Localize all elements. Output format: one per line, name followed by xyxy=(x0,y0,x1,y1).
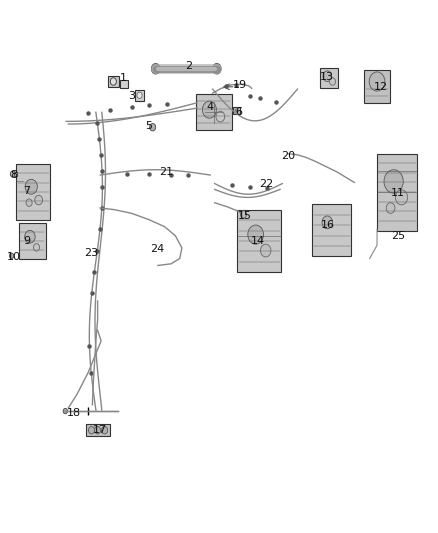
Circle shape xyxy=(63,408,67,414)
Circle shape xyxy=(33,244,39,251)
Circle shape xyxy=(11,171,15,177)
Bar xyxy=(135,90,145,101)
Circle shape xyxy=(396,190,408,205)
Circle shape xyxy=(323,71,332,82)
Bar xyxy=(16,164,50,220)
Circle shape xyxy=(88,426,95,434)
Bar xyxy=(364,70,390,103)
Text: 3: 3 xyxy=(128,91,135,101)
Text: 11: 11 xyxy=(391,188,405,198)
Circle shape xyxy=(384,169,403,193)
Text: 2: 2 xyxy=(185,61,192,70)
Text: 20: 20 xyxy=(281,151,295,161)
Text: 1: 1 xyxy=(120,73,127,83)
Bar xyxy=(85,424,110,436)
Text: 10: 10 xyxy=(7,252,21,262)
Bar xyxy=(120,80,128,88)
Text: 17: 17 xyxy=(93,425,107,435)
Bar xyxy=(18,223,46,259)
Circle shape xyxy=(35,195,42,205)
Circle shape xyxy=(212,63,221,74)
Bar xyxy=(377,154,417,231)
Text: 15: 15 xyxy=(238,211,252,221)
Text: 9: 9 xyxy=(23,236,31,246)
Circle shape xyxy=(386,203,395,213)
Circle shape xyxy=(26,199,32,206)
Bar xyxy=(320,68,338,88)
Text: 14: 14 xyxy=(251,236,265,246)
Text: 5: 5 xyxy=(146,121,152,131)
Text: 16: 16 xyxy=(321,220,335,230)
Text: 18: 18 xyxy=(67,408,81,418)
Circle shape xyxy=(329,78,336,85)
Text: 23: 23 xyxy=(85,248,99,258)
Circle shape xyxy=(248,225,264,244)
Circle shape xyxy=(102,426,108,434)
Bar xyxy=(196,94,232,131)
Circle shape xyxy=(150,124,155,131)
Bar xyxy=(233,107,240,114)
Text: 25: 25 xyxy=(391,231,405,241)
Text: 19: 19 xyxy=(233,80,247,90)
Text: 13: 13 xyxy=(320,72,334,82)
Circle shape xyxy=(25,179,37,194)
Circle shape xyxy=(322,216,332,229)
Bar xyxy=(312,204,351,256)
Circle shape xyxy=(261,244,271,257)
Bar xyxy=(108,76,119,87)
Circle shape xyxy=(137,92,142,99)
Circle shape xyxy=(202,101,216,118)
Circle shape xyxy=(25,230,35,243)
Circle shape xyxy=(10,253,14,259)
Circle shape xyxy=(216,111,225,122)
Text: 12: 12 xyxy=(374,82,388,92)
Text: 21: 21 xyxy=(159,167,173,177)
Bar xyxy=(237,209,281,272)
Circle shape xyxy=(240,211,247,218)
Circle shape xyxy=(369,72,385,91)
Text: 24: 24 xyxy=(150,245,164,254)
Circle shape xyxy=(151,63,160,74)
Text: 8: 8 xyxy=(10,170,18,180)
Bar xyxy=(14,172,17,175)
Circle shape xyxy=(95,426,101,434)
Text: 22: 22 xyxy=(259,179,273,189)
Text: 6: 6 xyxy=(235,107,242,117)
Text: 7: 7 xyxy=(23,186,31,196)
Circle shape xyxy=(110,78,117,85)
Text: 4: 4 xyxy=(207,102,214,112)
